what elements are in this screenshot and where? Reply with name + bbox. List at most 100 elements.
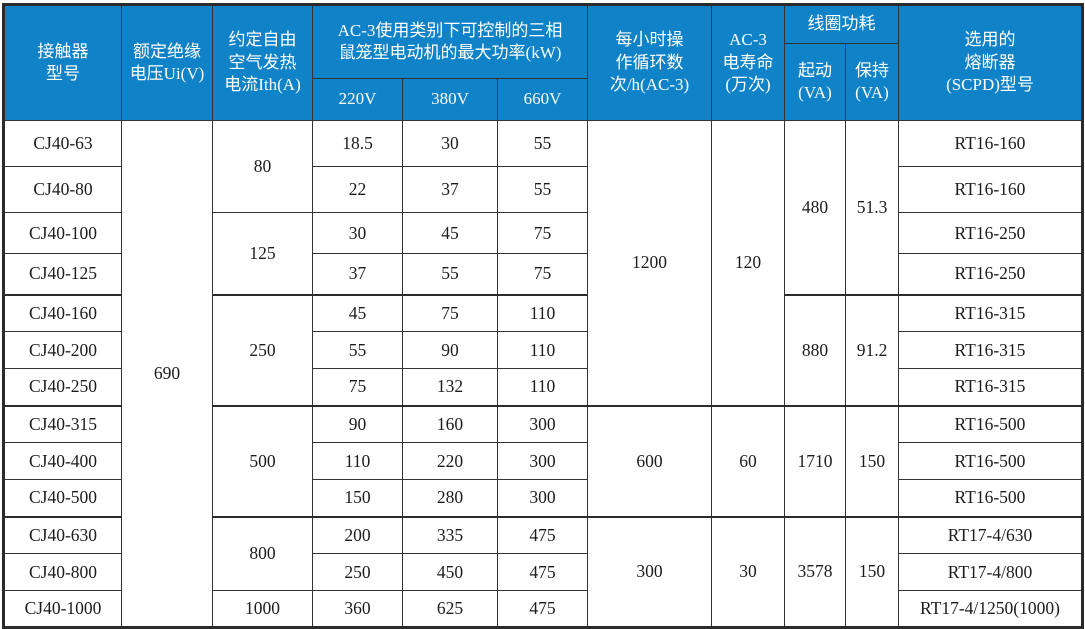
contactor-spec-table: 接触器 型号 额定绝缘 电压Ui(V) 约定自由 空气发热 电流Ith(A) A… — [2, 3, 1084, 629]
header-fuse-type: 选用的 熔断器 (SCPD)型号 — [898, 4, 1083, 121]
kw660-cell: 475 — [497, 553, 588, 591]
coil-start-cell: 880 — [784, 293, 846, 406]
thermal-current-cell: 500 — [212, 404, 313, 517]
kw660-cell: 300 — [497, 404, 588, 443]
fuse-cell: RT16-160 — [898, 120, 1083, 167]
fuse-cell: RT16-160 — [898, 166, 1083, 213]
table-row: CJ40-400 110 220 300 RT16-500 — [3, 442, 1083, 480]
table-row: CJ40-315 500 90 160 300 600 60 1710 150 … — [3, 404, 1083, 517]
model-cell: CJ40-800 — [3, 553, 122, 591]
header-660v: 660V — [497, 78, 588, 121]
fuse-cell: RT16-315 — [898, 331, 1083, 369]
kw660-cell: 475 — [497, 515, 588, 554]
model-cell: CJ40-80 — [3, 166, 122, 213]
header-thermal-current: 约定自由 空气发热 电流Ith(A) — [212, 4, 313, 121]
kw380-cell: 37 — [402, 166, 498, 213]
header-coil-start: 起动 (VA) — [784, 43, 846, 121]
kw220-cell: 360 — [312, 590, 403, 628]
table-header: 接触器 型号 额定绝缘 电压Ui(V) 约定自由 空气发热 电流Ith(A) A… — [3, 4, 1083, 121]
header-220v: 220V — [312, 78, 403, 121]
fuse-cell: RT17-4/1250(1000) — [898, 590, 1083, 628]
kw380-cell: 450 — [402, 553, 498, 591]
kw660-cell: 55 — [497, 120, 588, 167]
header-electrical-life: AC-3 电寿命 (万次) — [711, 4, 785, 121]
operating-cycles-cell: 1200 — [587, 120, 712, 406]
kw220-cell: 18.5 — [312, 120, 403, 167]
thermal-current-cell: 1000 — [212, 590, 313, 628]
kw380-cell: 132 — [402, 368, 498, 406]
table-row: CJ40-800 250 450 475 RT17-4/800 — [3, 553, 1083, 591]
kw380-cell: 280 — [402, 479, 498, 517]
kw220-cell: 200 — [312, 515, 403, 554]
operating-cycles-cell: 600 — [587, 404, 712, 517]
header-operating-cycles: 每小时操 作循环数 次/h(AC-3) — [587, 4, 712, 121]
kw660-cell: 300 — [497, 479, 588, 517]
kw380-cell: 75 — [402, 293, 498, 332]
table-row: CJ40-125 37 55 75 RT16-250 — [3, 253, 1083, 295]
kw220-cell: 30 — [312, 212, 403, 254]
fuse-cell: RT17-4/630 — [898, 515, 1083, 554]
kw220-cell: 45 — [312, 293, 403, 332]
model-cell: CJ40-100 — [3, 212, 122, 254]
fuse-cell: RT16-250 — [898, 212, 1083, 254]
kw220-cell: 110 — [312, 442, 403, 480]
model-cell: CJ40-400 — [3, 442, 122, 480]
table-row: CJ40-630 800 200 335 475 300 30 3578 150… — [3, 515, 1083, 628]
thermal-current-cell: 125 — [212, 212, 313, 295]
model-cell: CJ40-160 — [3, 293, 122, 332]
model-cell: CJ40-125 — [3, 253, 122, 295]
kw220-cell: 150 — [312, 479, 403, 517]
kw660-cell: 110 — [497, 331, 588, 369]
kw220-cell: 75 — [312, 368, 403, 406]
thermal-current-cell: 250 — [212, 293, 313, 406]
header-coil-hold: 保持 (VA) — [845, 43, 899, 121]
table-row: CJ40-200 55 90 110 RT16-315 — [3, 331, 1083, 369]
header-380v: 380V — [402, 78, 498, 121]
fuse-cell: RT16-500 — [898, 442, 1083, 480]
table-row: CJ40-63 690 80 18.5 30 55 1200 120 480 5… — [3, 120, 1083, 628]
electrical-life-cell: 60 — [711, 404, 785, 517]
kw220-cell: 55 — [312, 331, 403, 369]
fuse-cell: RT16-315 — [898, 293, 1083, 332]
model-cell: CJ40-500 — [3, 479, 122, 517]
coil-start-cell: 3578 — [784, 515, 846, 628]
table-row: CJ40-1000 1000 360 625 475 RT17-4/1250(1… — [3, 590, 1083, 628]
table-body: CJ40-63 690 80 18.5 30 55 1200 120 480 5… — [3, 120, 1083, 628]
header-max-power-group: AC-3使用类别下可控制的三相 鼠笼型电动机的最大功率(kW) — [312, 4, 588, 79]
kw220-cell: 37 — [312, 253, 403, 295]
model-cell: CJ40-63 — [3, 120, 122, 167]
kw660-cell: 110 — [497, 368, 588, 406]
kw660-cell: 300 — [497, 442, 588, 480]
header-insulation-voltage: 额定绝缘 电压Ui(V) — [121, 4, 213, 121]
table-row: CJ40-100 125 30 45 75 RT16-250 — [3, 212, 1083, 295]
kw380-cell: 335 — [402, 515, 498, 554]
model-cell: CJ40-630 — [3, 515, 122, 554]
kw660-cell: 75 — [497, 253, 588, 295]
fuse-cell: RT16-315 — [898, 368, 1083, 406]
table-row: CJ40-160 250 45 75 110 880 91.2 RT16-315 — [3, 293, 1083, 406]
kw660-cell: 110 — [497, 293, 588, 332]
kw220-cell: 22 — [312, 166, 403, 213]
coil-hold-cell: 150 — [845, 515, 899, 628]
coil-hold-cell: 51.3 — [845, 120, 899, 295]
model-cell: CJ40-250 — [3, 368, 122, 406]
model-cell: CJ40-1000 — [3, 590, 122, 628]
fuse-cell: RT16-500 — [898, 479, 1083, 517]
header-model: 接触器 型号 — [3, 4, 122, 121]
electrical-life-cell: 30 — [711, 515, 785, 628]
header-coil-power-group: 线圈功耗 — [784, 4, 899, 44]
model-cell: CJ40-200 — [3, 331, 122, 369]
kw380-cell: 30 — [402, 120, 498, 167]
model-cell: CJ40-315 — [3, 404, 122, 443]
table-row: CJ40-500 150 280 300 RT16-500 — [3, 479, 1083, 517]
coil-hold-cell: 91.2 — [845, 293, 899, 406]
coil-start-cell: 1710 — [784, 404, 846, 517]
kw380-cell: 90 — [402, 331, 498, 369]
kw220-cell: 90 — [312, 404, 403, 443]
kw380-cell: 55 — [402, 253, 498, 295]
kw380-cell: 160 — [402, 404, 498, 443]
kw660-cell: 75 — [497, 212, 588, 254]
coil-start-cell: 480 — [784, 120, 846, 295]
fuse-cell: RT17-4/800 — [898, 553, 1083, 591]
